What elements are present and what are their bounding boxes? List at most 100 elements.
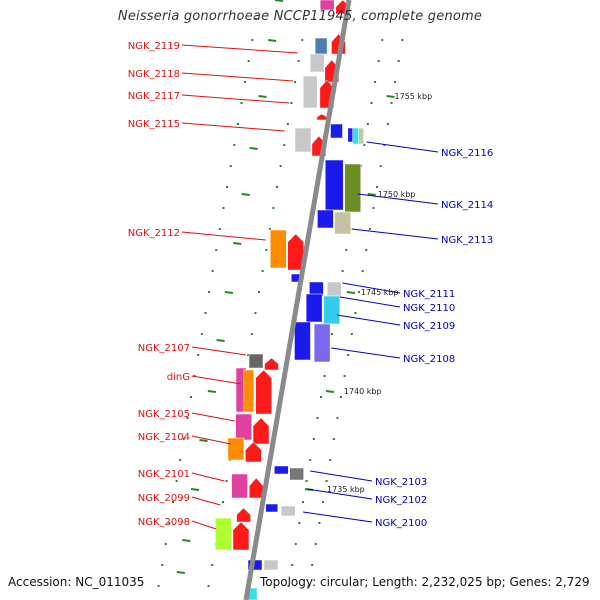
leader-line bbox=[191, 412, 235, 422]
gene-label-right: NGK_2103 bbox=[375, 477, 427, 488]
tick-dot bbox=[363, 144, 366, 146]
gene-box bbox=[302, 75, 318, 109]
tick-dot bbox=[381, 39, 384, 41]
tick-dot bbox=[204, 312, 207, 314]
tick-dot bbox=[279, 165, 282, 167]
tick-dot bbox=[222, 207, 225, 209]
leader-line bbox=[191, 346, 247, 356]
tick-dot bbox=[301, 39, 304, 41]
major-tick bbox=[190, 488, 200, 491]
gene-box bbox=[317, 209, 334, 229]
tick-dot bbox=[211, 564, 214, 566]
tick-dot bbox=[161, 564, 164, 566]
gene-box bbox=[326, 281, 342, 299]
tick-dot bbox=[307, 585, 310, 587]
gene-label-left: dinG bbox=[167, 372, 190, 383]
tick-dot bbox=[207, 585, 210, 587]
tick-dot bbox=[316, 417, 319, 419]
tick-dot bbox=[383, 144, 386, 146]
tick-dot bbox=[229, 165, 232, 167]
tick-dot bbox=[329, 459, 332, 461]
gene-box bbox=[281, 505, 296, 517]
gene-label-right: NGK_2110 bbox=[403, 303, 455, 314]
position-label: 1745 kbp bbox=[361, 288, 399, 297]
tick-dot bbox=[309, 459, 312, 461]
gene-box bbox=[323, 295, 341, 325]
tick-dot bbox=[157, 585, 160, 587]
tick-dot bbox=[365, 249, 368, 251]
gene-arrow bbox=[248, 477, 264, 499]
genome-title: Neisseria gonorrhoeae NCCP11945, complet… bbox=[117, 9, 483, 24]
tick-dot bbox=[401, 39, 404, 41]
tick-marks bbox=[157, 0, 407, 587]
leader-line bbox=[181, 72, 294, 82]
gene-labels: NGK_2119 NGK_2118 NGK_2117 NGK_2115 NGK_2112… bbox=[128, 41, 493, 530]
tick-dot bbox=[347, 354, 350, 356]
tick-dot bbox=[304, 18, 307, 20]
major-tick bbox=[241, 193, 250, 196]
tick-dot bbox=[336, 417, 339, 419]
tick-dot bbox=[276, 186, 279, 188]
tick-dot bbox=[394, 81, 397, 83]
tick-dot bbox=[287, 585, 290, 587]
position-label: 1750 kbp bbox=[378, 190, 416, 199]
gene-box bbox=[265, 503, 279, 513]
tick-dot bbox=[164, 543, 167, 545]
tick-dot bbox=[297, 60, 300, 62]
tick-dot bbox=[298, 522, 301, 524]
tick-dot bbox=[168, 522, 171, 524]
leader-line bbox=[336, 314, 401, 326]
gene-label-left: NGK_2104 bbox=[138, 432, 190, 443]
tick-dot bbox=[318, 522, 321, 524]
tick-dot bbox=[236, 123, 239, 125]
major-tick bbox=[268, 39, 277, 42]
gene-features bbox=[215, 0, 364, 600]
tick-dot bbox=[218, 228, 221, 230]
gene-label-left: NGK_2105 bbox=[138, 409, 190, 420]
gene-label-left: NGK_2098 bbox=[138, 517, 190, 528]
gene-box bbox=[358, 127, 364, 145]
gene-label-left: NGK_2099 bbox=[138, 493, 190, 504]
gene-box bbox=[231, 473, 248, 499]
major-tick bbox=[274, 0, 284, 2]
tick-dot bbox=[312, 438, 315, 440]
tick-dot bbox=[261, 270, 264, 272]
major-tick bbox=[233, 242, 242, 245]
tick-dot bbox=[305, 480, 308, 482]
tick-dot bbox=[377, 60, 380, 62]
gene-box bbox=[243, 369, 255, 413]
major-tick bbox=[249, 147, 258, 150]
tick-dot bbox=[221, 501, 224, 503]
tick-dot bbox=[265, 249, 268, 251]
tick-dot bbox=[182, 438, 185, 440]
gene-box bbox=[294, 127, 312, 153]
leader-line bbox=[339, 296, 401, 308]
genome-summary: Topology: circular; Length: 2,232,025 bp… bbox=[260, 575, 590, 589]
tick-dot bbox=[294, 543, 297, 545]
gene-label-right: NGK_2114 bbox=[441, 200, 493, 211]
gene-box bbox=[227, 437, 245, 461]
tick-dot bbox=[215, 249, 218, 251]
tick-dot bbox=[320, 396, 323, 398]
tick-dot bbox=[179, 459, 182, 461]
major-tick bbox=[224, 291, 233, 294]
tick-dot bbox=[272, 207, 275, 209]
tick-dot bbox=[374, 81, 377, 83]
gene-box bbox=[263, 559, 279, 571]
gene-box bbox=[313, 323, 331, 363]
major-tick bbox=[207, 390, 217, 393]
gene-label-left: NGK_2101 bbox=[138, 469, 190, 480]
gene-arrow bbox=[232, 521, 250, 551]
tick-dot bbox=[208, 291, 211, 293]
tick-dot bbox=[372, 207, 375, 209]
tick-dot bbox=[404, 18, 407, 20]
gene-label-left: NGK_2119 bbox=[128, 41, 180, 52]
gene-label-left: NGK_2118 bbox=[128, 69, 180, 80]
gene-arrow bbox=[252, 417, 270, 445]
gene-box bbox=[294, 321, 311, 361]
gene-arrow bbox=[245, 441, 262, 463]
tick-dot bbox=[386, 123, 389, 125]
major-tick bbox=[367, 193, 376, 196]
tick-dot bbox=[244, 81, 247, 83]
